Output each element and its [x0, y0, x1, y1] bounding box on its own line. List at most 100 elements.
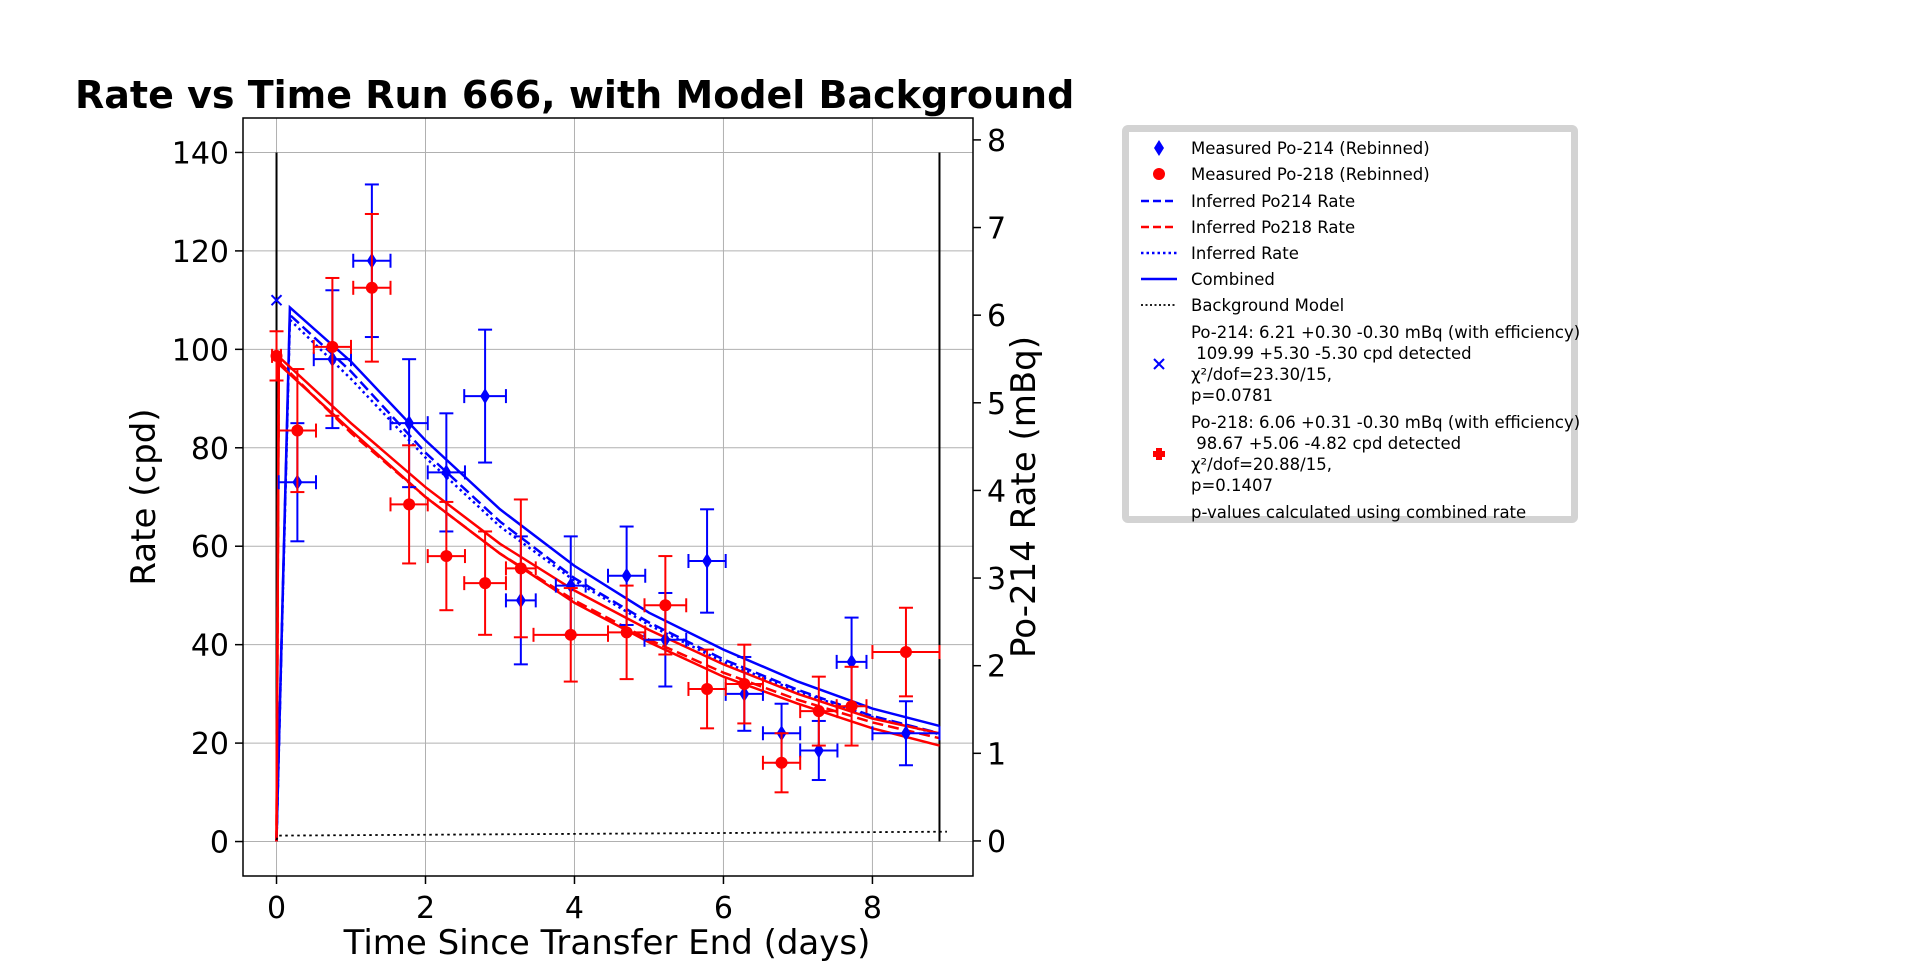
data-point [763, 733, 800, 792]
y-tick-label: 120 [172, 235, 229, 270]
circle-marker [900, 646, 912, 658]
po218-fit-line: χ²/dof=20.88/15, [1191, 454, 1580, 475]
blue-dashed-line-icon [1139, 190, 1179, 212]
legend-entry: Measured Po-218 (Rebinned) [1139, 163, 1430, 185]
legend-label: Inferred Po214 Rate [1191, 191, 1355, 212]
y-tick-label: 140 [172, 136, 229, 171]
y2-axis-label: Po-214 Rate (mBq) [1004, 336, 1044, 658]
data-point [506, 499, 536, 637]
circle-marker [701, 683, 713, 695]
circle-marker [440, 550, 452, 562]
y2-axis-ticks: 0 1 2 3 4 5 6 7 8 [973, 124, 1006, 860]
legend-entry: Inferred Po218 Rate [1139, 216, 1355, 238]
po214-fit-line: χ²/dof=23.30/15, [1191, 364, 1580, 385]
legend-label: Inferred Rate [1191, 243, 1299, 264]
diamond-marker [622, 568, 632, 584]
model-curves [277, 308, 947, 842]
grid-lines [243, 118, 973, 876]
y-tick-label: 60 [191, 530, 229, 565]
y2-tick-label: 1 [987, 737, 1006, 772]
po214-fit-line: Po-214: 6.21 +0.30 -0.30 mBq (with effic… [1191, 322, 1580, 343]
data-point [608, 586, 645, 680]
data-point [428, 502, 465, 610]
y2-tick-label: 6 [987, 299, 1006, 334]
po218-fit-line: p=0.1407 [1191, 475, 1580, 496]
red-circle-icon [1139, 163, 1179, 185]
legend-label: Background Model [1191, 295, 1344, 316]
circle-marker [659, 599, 671, 611]
data-point [464, 531, 506, 634]
chart-title: Rate vs Time Run 666, with Model Backgro… [75, 73, 1074, 117]
red-dashed-line-icon [1139, 216, 1179, 238]
legend-entry: Inferred Rate [1139, 242, 1299, 264]
y-axis-ticks: 0 20 40 60 80 100 120 140 [172, 136, 243, 860]
po214-fit-line: p=0.0781 [1191, 385, 1580, 406]
data-point [353, 214, 390, 362]
x-axis-ticks: 0 2 4 6 8 [267, 876, 882, 926]
legend-entry: Measured Po-214 (Rebinned) [1139, 137, 1430, 159]
blue-diamond-icon [1139, 137, 1179, 159]
x-tick-label: 8 [863, 891, 882, 926]
circle-marker [738, 678, 750, 690]
y2-tick-label: 0 [987, 825, 1006, 860]
data-point [270, 331, 284, 380]
circle-marker [479, 577, 491, 589]
y-axis-label: Rate (cpd) [124, 408, 164, 585]
x-tick-label: 6 [714, 891, 733, 926]
data-points [270, 184, 940, 792]
legend-label: Combined [1191, 269, 1275, 290]
legend-label: Measured Po-218 (Rebinned) [1191, 164, 1430, 185]
blue-x-icon [1139, 353, 1179, 375]
circle-marker [621, 626, 633, 638]
boundary-lines [277, 152, 940, 841]
circle-marker [366, 282, 378, 294]
diamond-marker [480, 388, 490, 404]
diamond-marker [441, 464, 451, 480]
x-tick-label: 0 [267, 891, 286, 926]
y2-tick-label: 8 [987, 124, 1006, 159]
circle-marker [515, 562, 527, 574]
circle-marker [403, 498, 415, 510]
y-tick-label: 100 [172, 333, 229, 368]
x-tick-label: 2 [416, 891, 435, 926]
legend-po218-fit: Po-218: 6.06 +0.31 -0.30 mBq (with effic… [1139, 412, 1580, 496]
circle-marker [846, 700, 858, 712]
legend-entry: Inferred Po214 Rate [1139, 190, 1355, 212]
curve-background-model [277, 832, 947, 840]
black-dotted-line-icon [1139, 294, 1179, 316]
po218-fit-line: Po-218: 6.06 +0.31 -0.30 mBq (with effic… [1191, 412, 1580, 433]
data-point [726, 645, 763, 724]
circle-marker [291, 425, 303, 437]
y-tick-label: 0 [210, 826, 229, 861]
blue-dotted-line-icon [1139, 242, 1179, 264]
circle-marker [271, 350, 283, 362]
blue-solid-line-icon [1139, 268, 1179, 290]
x-tick-label: 4 [565, 891, 584, 926]
curve-inferred-po218-rate-lower- [277, 364, 940, 841]
y2-tick-label: 7 [987, 212, 1006, 247]
data-point [872, 608, 939, 697]
circle-marker [565, 629, 577, 641]
y-tick-label: 40 [191, 629, 229, 664]
po214-fit-line: 109.99 +5.30 -5.30 cpd detected [1191, 343, 1580, 364]
legend-label: Inferred Po218 Rate [1191, 217, 1355, 238]
x-axis-label: Time Since Transfer End (days) [343, 923, 871, 963]
legend: Measured Po-214 (Rebinned) Measured Po-2… [1122, 125, 1578, 523]
circle-marker [813, 705, 825, 717]
legend-entry: Combined [1139, 268, 1275, 290]
data-point [688, 509, 725, 612]
legend-note-text: p-values calculated using combined rate [1191, 502, 1526, 523]
red-plus-icon [1139, 443, 1179, 465]
diamond-marker [702, 553, 712, 569]
po218-fit-line: 98.67 +5.06 -4.82 cpd detected [1191, 433, 1580, 454]
y-tick-label: 20 [191, 727, 229, 762]
legend-label: Measured Po-214 (Rebinned) [1191, 138, 1430, 159]
data-point [800, 677, 837, 746]
legend-note: p-values calculated using combined rate [1191, 502, 1526, 523]
legend-po214-fit: Po-214: 6.21 +0.30 -0.30 mBq (with effic… [1139, 322, 1580, 406]
legend-entry: Background Model [1139, 294, 1344, 316]
circle-marker [776, 757, 788, 769]
y-tick-label: 80 [191, 432, 229, 467]
plot-frame [243, 118, 973, 876]
